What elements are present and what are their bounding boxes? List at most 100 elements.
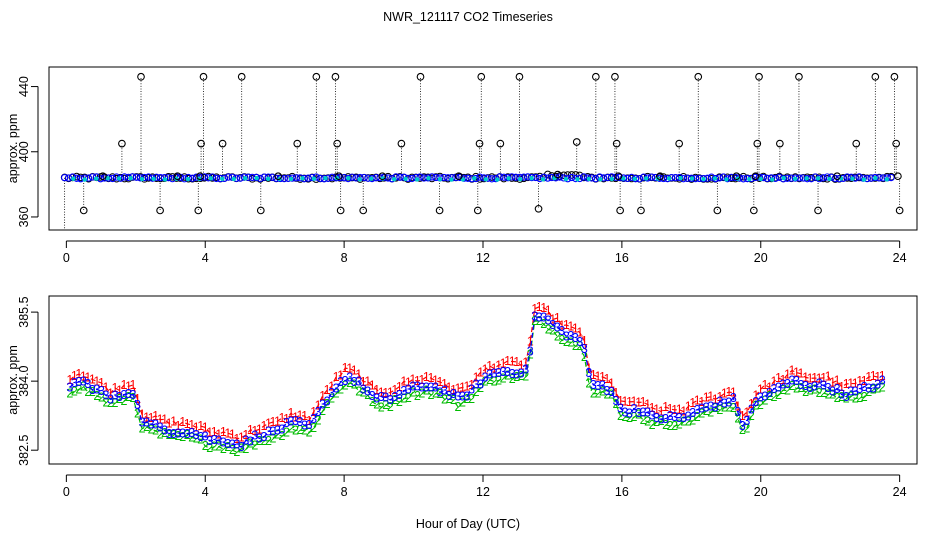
- series-1-marker: 1: [89, 372, 96, 386]
- bottom-y-tick-label: 385.5: [17, 296, 31, 327]
- series-1-marker: 1: [166, 416, 173, 430]
- cyan-point: [575, 177, 580, 182]
- blue-point: [871, 173, 879, 182]
- series-1-marker: 1: [640, 395, 647, 409]
- series-3-marker: 3: [608, 385, 615, 399]
- blue-point: [252, 173, 260, 182]
- series-2-marker: 2: [671, 419, 678, 433]
- series-3-marker: 3: [346, 371, 353, 385]
- spike-point: [751, 172, 760, 181]
- series-3-marker: 3: [409, 379, 416, 393]
- series-2-marker: 2: [572, 339, 579, 353]
- series-2-marker: 2: [626, 411, 633, 425]
- x-axis-label: Hour of Day (UTC): [416, 517, 520, 531]
- series-1-marker: 1: [265, 416, 272, 430]
- data-point: [72, 172, 81, 181]
- series-2-marker: 2: [599, 384, 606, 398]
- series-1-marker: 1: [84, 371, 91, 385]
- cyan-point: [254, 175, 259, 181]
- series-3-marker: 3: [116, 390, 123, 404]
- cyan-point: [357, 177, 362, 182]
- top-x-tick-label: 12: [476, 251, 490, 265]
- cyan-point: [288, 176, 294, 182]
- series-3-marker: 3: [491, 367, 498, 381]
- series-2-marker: 2: [536, 314, 543, 328]
- series-3-marker: 3: [121, 388, 128, 402]
- cyan-point: [609, 176, 615, 182]
- series-1-marker: 1: [798, 367, 805, 381]
- series-3-marker: 3: [256, 432, 263, 446]
- series-1-marker: 1: [509, 354, 516, 368]
- series-2-marker: 2: [324, 397, 331, 411]
- series-2-marker: 2: [712, 401, 719, 415]
- cyan-point: [781, 175, 786, 181]
- cyan-point: [770, 177, 775, 182]
- cyan-point: [495, 177, 500, 182]
- spike-point: [675, 139, 684, 148]
- series-3-marker: 3: [549, 318, 556, 332]
- series-1-marker: 1: [617, 394, 624, 408]
- series-2-marker: 2: [80, 380, 87, 394]
- series-3-marker: 3: [369, 389, 376, 403]
- series-2-marker: 2: [315, 413, 322, 427]
- series-1-marker: 1: [522, 356, 529, 370]
- series-1-marker: 1: [761, 378, 768, 392]
- blue-point: [887, 173, 895, 182]
- series-3-marker: 3: [558, 324, 565, 338]
- series-2-marker: 2: [513, 370, 520, 384]
- series-3-marker: 3: [870, 382, 877, 396]
- series-1-marker: 1: [251, 424, 258, 438]
- series-1-marker: 1: [130, 378, 137, 392]
- series-2-marker: 2: [387, 400, 394, 414]
- series-2-marker: 2: [558, 333, 565, 347]
- series-3-marker: 3: [111, 389, 118, 403]
- blue-point: [212, 174, 221, 183]
- series-1-marker: 1: [829, 376, 836, 390]
- series-2-marker: 2: [843, 391, 850, 405]
- cyan-point: [151, 176, 156, 182]
- series-2-marker: 2: [464, 392, 471, 406]
- series-2-marker: 2: [84, 385, 91, 399]
- series-2-marker: 2: [802, 385, 809, 399]
- series-2-marker: 2: [229, 443, 236, 457]
- blue-point: [368, 174, 376, 183]
- series-3-marker: 3: [698, 401, 705, 415]
- series-1-marker: 1: [274, 414, 281, 428]
- series-1-marker: 1: [540, 301, 547, 315]
- series-1-marker: 1: [536, 300, 543, 314]
- series-2-marker: 2: [649, 418, 656, 432]
- series-3-marker: 3: [247, 435, 254, 449]
- series-2-marker: 2: [301, 423, 308, 437]
- series-3-marker: 3: [847, 384, 854, 398]
- cyan-point: [220, 176, 225, 182]
- series-1-marker: 1: [847, 377, 854, 391]
- series-3-marker: 3: [834, 382, 841, 396]
- spike-point: [871, 72, 880, 81]
- cyan-point: [850, 176, 855, 181]
- series-2-marker: 2: [445, 392, 452, 406]
- series-2-marker: 2: [455, 400, 462, 414]
- series-2-marker: 2: [590, 387, 597, 401]
- spike-point: [892, 139, 901, 148]
- series-3-marker: 3: [563, 330, 570, 344]
- series-3-marker: 3: [766, 386, 773, 400]
- series-3-marker: 3: [622, 406, 629, 420]
- series-3-marker: 3: [780, 377, 787, 391]
- series-2-marker: 2: [148, 423, 155, 437]
- series-3-marker: 3: [793, 374, 800, 388]
- series-2-marker: 2: [838, 390, 845, 404]
- cyan-point: [873, 175, 878, 181]
- blue-point: [687, 174, 696, 182]
- series-1-marker: 1: [427, 371, 434, 385]
- series-1-marker: 1: [495, 358, 502, 372]
- series-2-marker: 2: [748, 409, 755, 423]
- series-1-marker: 1: [802, 370, 809, 384]
- series-2-marker: 2: [793, 382, 800, 396]
- spike-point: [274, 172, 283, 181]
- series-3-marker: 3: [504, 365, 511, 379]
- series-1-marker: 1: [685, 400, 692, 414]
- series-3-marker: 3: [662, 412, 669, 426]
- series-2-marker: 2: [233, 445, 240, 459]
- cyan-point: [666, 176, 672, 181]
- series-1-marker: 1: [793, 366, 800, 380]
